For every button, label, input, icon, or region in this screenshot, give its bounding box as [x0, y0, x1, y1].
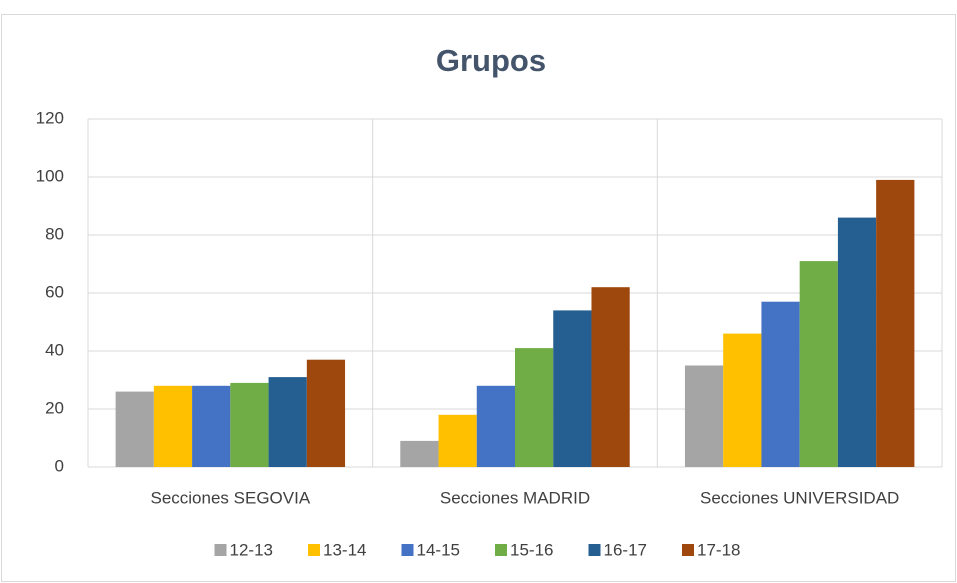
y-tick-label: 120	[36, 108, 64, 127]
bar	[438, 414, 477, 467]
bar	[115, 391, 154, 467]
bar	[761, 301, 800, 467]
bar	[837, 217, 877, 467]
legend-swatch	[401, 544, 414, 556]
legend-label: 16-17	[604, 540, 647, 559]
bar	[684, 365, 724, 467]
bar	[876, 179, 915, 467]
legend-swatch	[214, 544, 227, 556]
legend-label: 15-16	[510, 540, 553, 559]
bar	[553, 310, 592, 467]
x-tick-label: Secciones UNIVERSIDAD	[700, 488, 899, 507]
legend-swatch	[308, 544, 320, 556]
legend-swatch	[682, 544, 694, 556]
y-tick-label: 100	[36, 166, 64, 185]
bar	[723, 333, 762, 467]
y-tick-label: 80	[45, 224, 64, 243]
bar	[192, 385, 231, 467]
bar	[306, 359, 346, 467]
y-tick-label: 40	[45, 340, 64, 359]
y-tick-label: 60	[45, 282, 64, 301]
bar	[476, 385, 515, 467]
x-tick-label: Secciones MADRID	[440, 488, 590, 507]
legend-label: 12-13	[230, 540, 273, 559]
legend-label: 17-18	[697, 540, 740, 559]
legend-label: 14-15	[417, 540, 460, 559]
bar	[268, 377, 307, 467]
y-tick-label: 20	[45, 398, 64, 417]
bar	[591, 287, 630, 467]
bar	[230, 382, 269, 467]
bar	[799, 261, 838, 467]
legend-swatch	[588, 544, 601, 556]
bar	[515, 348, 554, 467]
bar	[400, 440, 439, 467]
y-tick-label: 0	[55, 456, 64, 475]
legend-label: 13-14	[323, 540, 366, 559]
legend-swatch	[495, 544, 507, 556]
chart-border	[1, 14, 956, 582]
bar	[153, 385, 193, 467]
x-tick-label: Secciones SEGOVIA	[150, 488, 310, 507]
chart-title: Grupos	[436, 43, 546, 78]
